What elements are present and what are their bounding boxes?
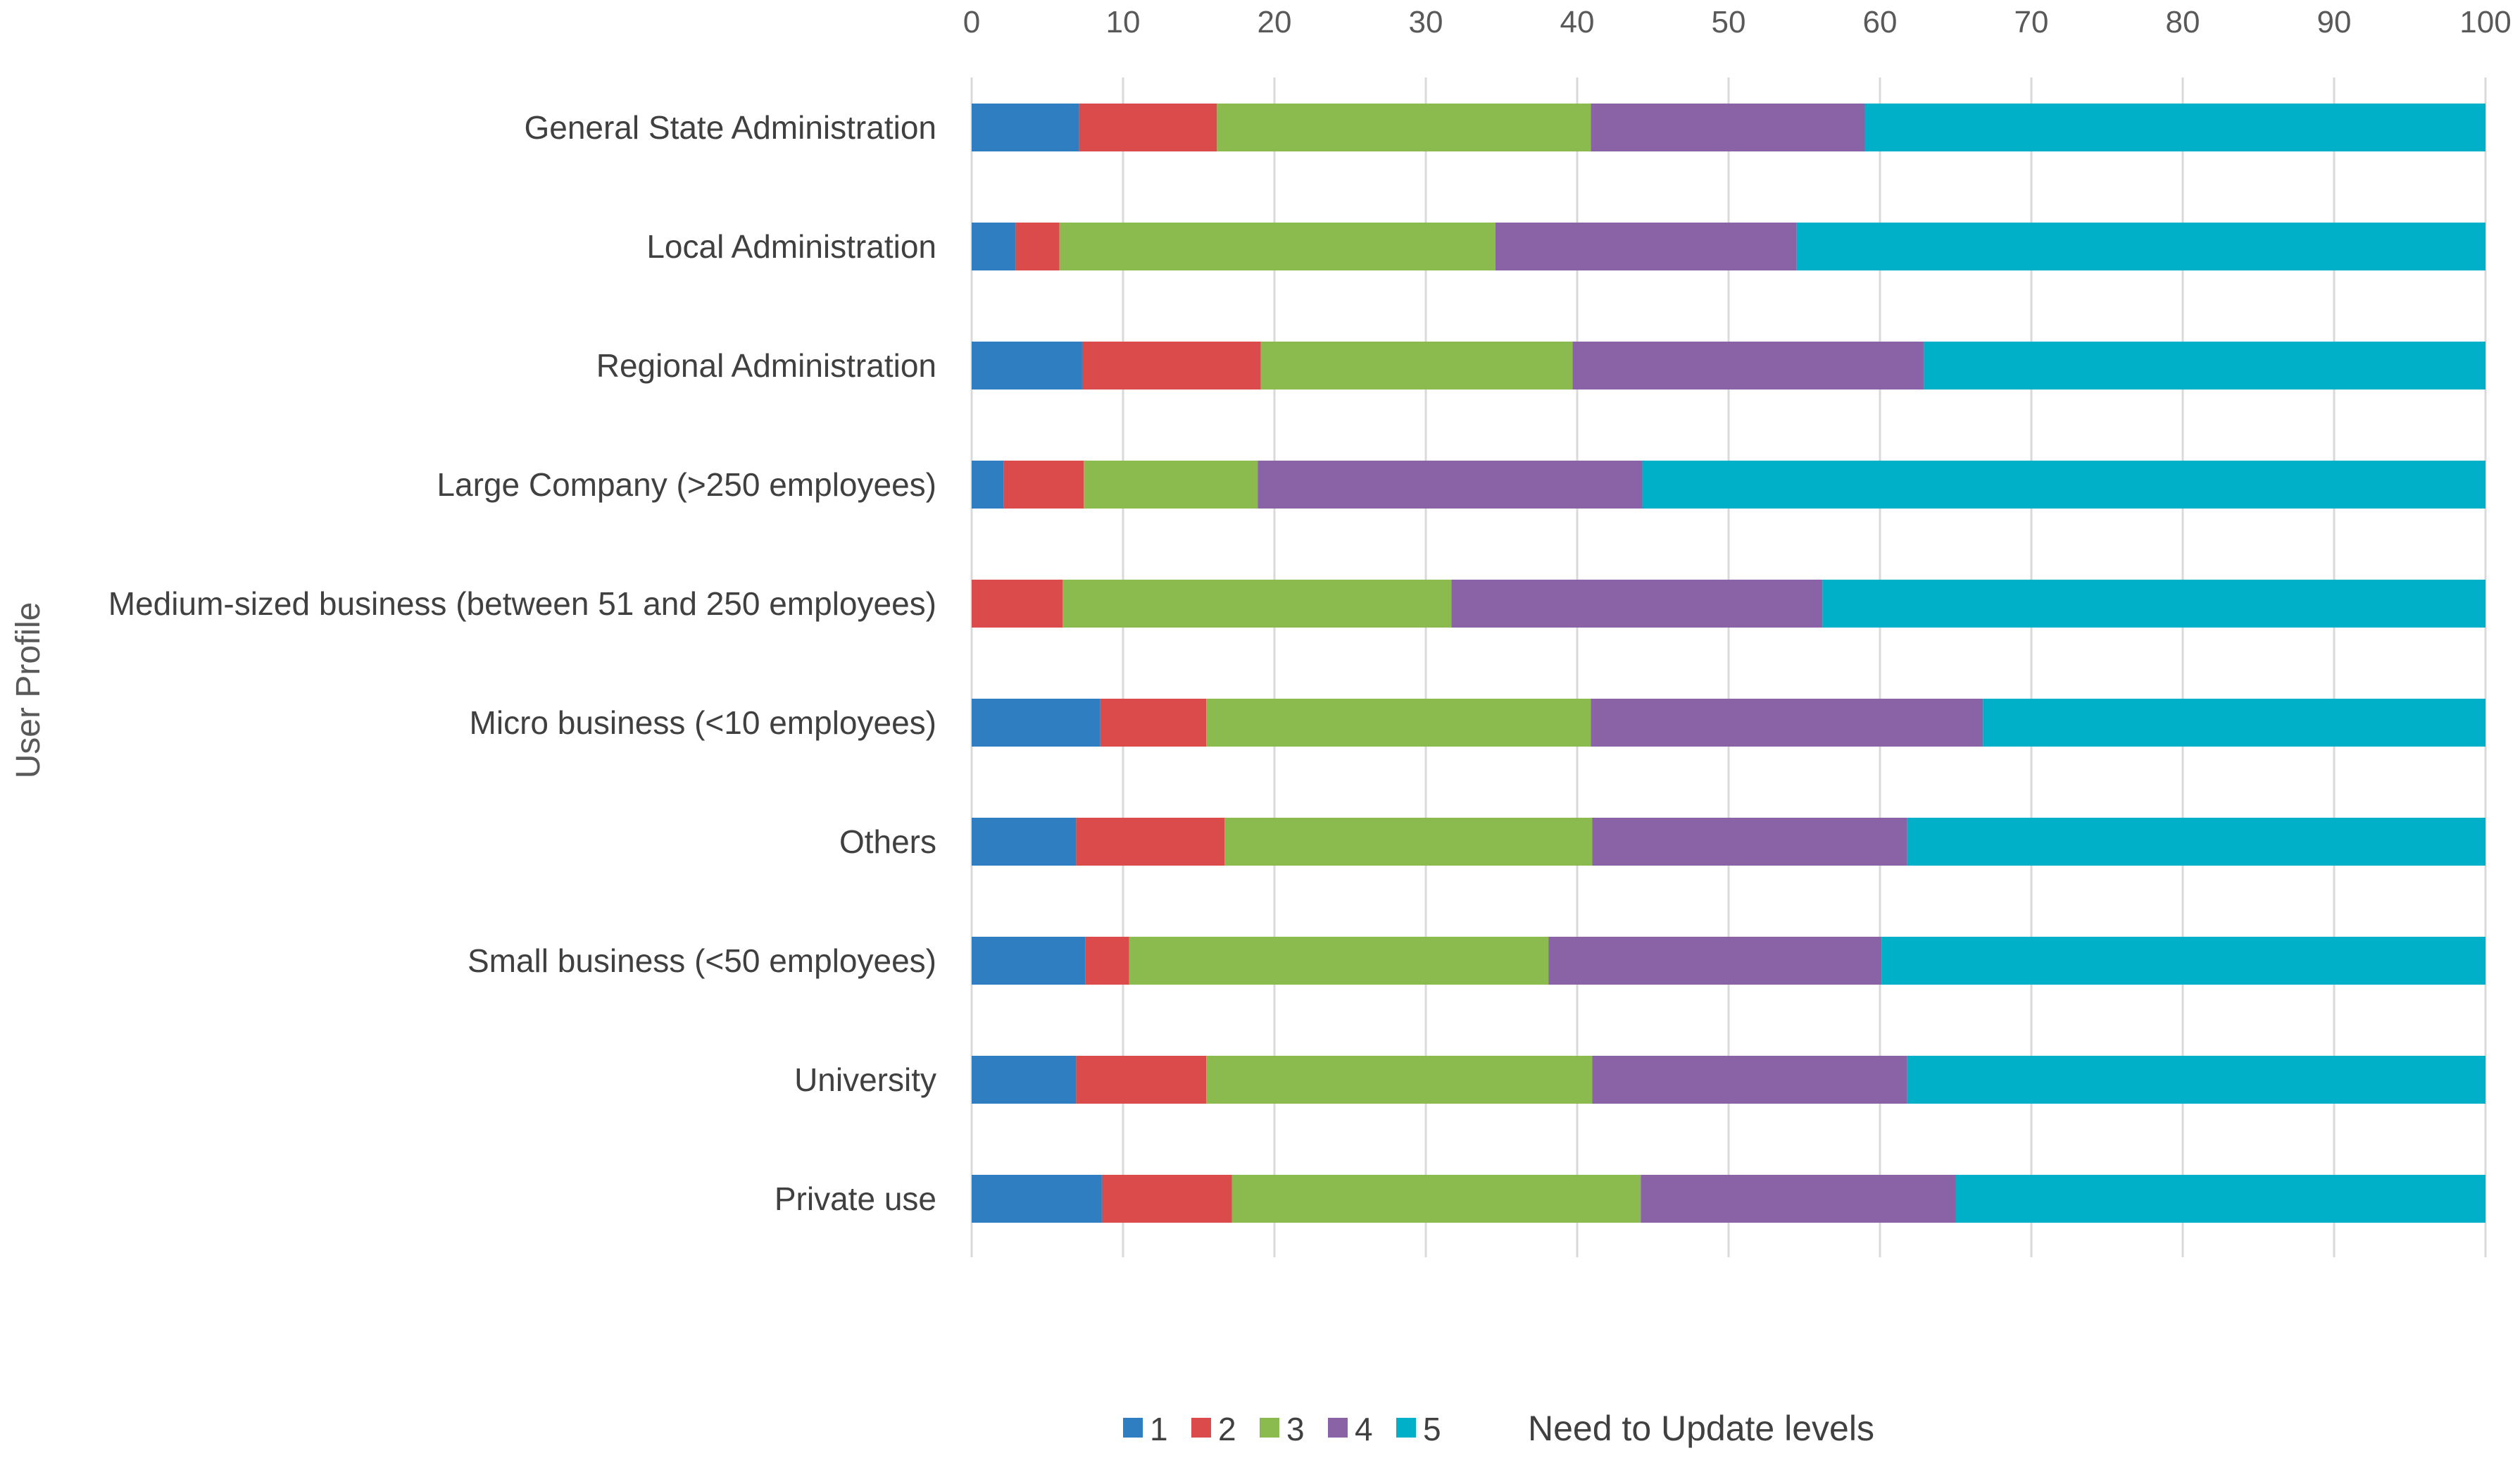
category-labels: General State Administration Local Admini… <box>108 109 936 1217</box>
bar-segment-level-4 <box>1451 580 1823 628</box>
legend-swatch-2 <box>1191 1418 1211 1438</box>
legend-swatch-5 <box>1396 1418 1416 1438</box>
x-tick-label: 50 <box>1712 5 1746 39</box>
legend-label-4: 4 <box>1355 1411 1373 1447</box>
bar-segment-level-1 <box>972 342 1082 389</box>
legend-swatch-4 <box>1328 1418 1348 1438</box>
legend: 1 2 3 4 5 Need to Update levels <box>1123 1409 1874 1448</box>
category-label: University <box>794 1061 936 1098</box>
bar-segment-level-2 <box>1076 1056 1207 1104</box>
x-tick-label: 80 <box>2166 5 2200 39</box>
bar-segment-level-1 <box>972 1056 1077 1104</box>
bar-segment-level-1 <box>972 104 1079 151</box>
bar-segment-level-4 <box>1591 699 1983 747</box>
category-label: Large Company (>250 employees) <box>437 466 936 503</box>
legend-label-5: 5 <box>1423 1411 1441 1447</box>
bar-segment-level-5 <box>1796 223 2485 270</box>
bar-segment-level-3 <box>1059 223 1496 270</box>
bar-segment-level-1 <box>972 699 1101 747</box>
bar-segment-level-5 <box>1864 104 2485 151</box>
x-tick-label: 10 <box>1106 5 1141 39</box>
bar-segment-level-4 <box>1592 818 1907 866</box>
bar-segment-level-2 <box>1003 461 1084 509</box>
x-axis-ticks: 0 10 20 30 40 50 60 70 80 90 100 <box>963 5 2512 39</box>
category-label: Private use <box>775 1180 936 1217</box>
bar-segment-level-1 <box>972 223 1016 270</box>
category-label: Local Administration <box>646 228 936 265</box>
bar-segment-level-5 <box>1822 580 2485 628</box>
bar-segment-level-3 <box>1129 937 1549 985</box>
bar-segment-level-5 <box>1907 1056 2485 1104</box>
bar-segment-level-1 <box>972 461 1004 509</box>
bar-segment-level-3 <box>1224 818 1593 866</box>
bar-segment-level-4 <box>1572 342 1924 389</box>
bar-segment-level-2 <box>972 580 1062 628</box>
bar-segment-level-3 <box>1260 342 1573 389</box>
legend-label-3: 3 <box>1286 1411 1305 1447</box>
bar-segment-level-1 <box>972 1175 1102 1223</box>
x-tick-label: 100 <box>2459 5 2511 39</box>
bar-segment-level-3 <box>1084 461 1258 509</box>
legend-label-1: 1 <box>1150 1411 1168 1447</box>
x-tick-label: 90 <box>2317 5 2352 39</box>
bar-segment-level-5 <box>1955 1175 2485 1223</box>
x-tick-label: 20 <box>1258 5 1292 39</box>
category-label: Others <box>839 823 936 860</box>
bar-segment-level-2 <box>1082 342 1261 389</box>
category-label: Regional Administration <box>596 347 936 384</box>
bar-segment-level-2 <box>1100 699 1207 747</box>
category-label: Micro business (<10 employees) <box>470 704 936 741</box>
bar-segment-level-1 <box>972 937 1086 985</box>
legend-swatch-3 <box>1260 1418 1279 1438</box>
legend-title: Need to Update levels <box>1528 1409 1874 1448</box>
legend-label-2: 2 <box>1218 1411 1236 1447</box>
category-label: Medium-sized business (between 51 and 25… <box>108 585 936 622</box>
bar-segment-level-2 <box>1079 104 1217 151</box>
bar-segment-level-5 <box>1907 818 2485 866</box>
bar-segment-level-2 <box>1076 818 1225 866</box>
bar-segment-level-3 <box>1206 1056 1593 1104</box>
bar-segment-level-2 <box>1015 223 1060 270</box>
bars <box>972 104 2485 1223</box>
x-tick-label: 40 <box>1560 5 1595 39</box>
bar-segment-level-1 <box>972 818 1077 866</box>
bar-segment-level-5 <box>1642 461 2485 509</box>
bar-segment-level-4 <box>1592 1056 1907 1104</box>
bar-segment-level-4 <box>1591 104 1865 151</box>
bar-segment-level-4 <box>1258 461 1643 509</box>
bar-segment-level-5 <box>1983 699 2485 747</box>
x-tick-label: 60 <box>1863 5 1898 39</box>
bar-segment-level-4 <box>1641 1175 1956 1223</box>
bar-segment-level-3 <box>1231 1175 1641 1223</box>
bar-segment-level-3 <box>1062 580 1452 628</box>
y-axis-title: User Profile <box>10 602 47 779</box>
bar-segment-level-5 <box>1881 937 2485 985</box>
bar-segment-level-3 <box>1206 699 1591 747</box>
category-label: General State Administration <box>524 109 936 146</box>
x-tick-label: 70 <box>2014 5 2049 39</box>
bar-segment-level-3 <box>1217 104 1591 151</box>
category-label: Small business (<50 employees) <box>468 942 936 979</box>
x-tick-label: 30 <box>1409 5 1443 39</box>
x-tick-label: 0 <box>963 5 980 39</box>
legend-swatch-1 <box>1123 1418 1143 1438</box>
bar-segment-level-4 <box>1548 937 1882 985</box>
bar-segment-level-4 <box>1495 223 1797 270</box>
bar-segment-level-5 <box>1924 342 2485 389</box>
bar-segment-level-2 <box>1085 937 1129 985</box>
bar-segment-level-2 <box>1101 1175 1232 1223</box>
